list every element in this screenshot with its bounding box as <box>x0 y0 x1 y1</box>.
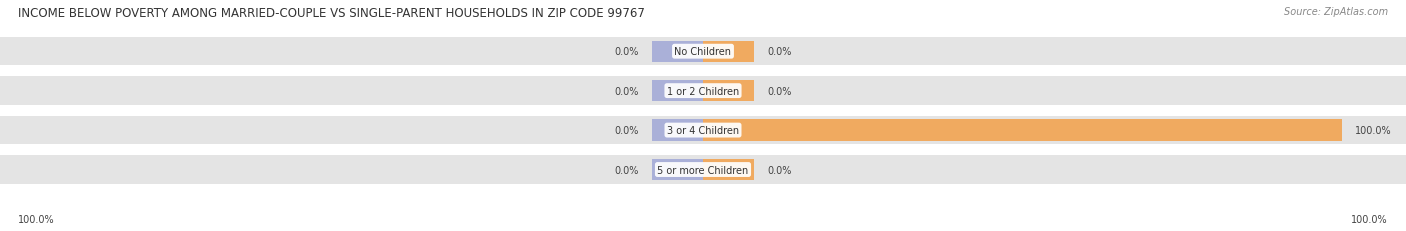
Text: 5 or more Children: 5 or more Children <box>658 165 748 175</box>
Text: 1 or 2 Children: 1 or 2 Children <box>666 86 740 96</box>
Bar <box>703 81 754 102</box>
Text: 0.0%: 0.0% <box>614 165 640 175</box>
Bar <box>652 120 703 141</box>
Text: Source: ZipAtlas.com: Source: ZipAtlas.com <box>1284 7 1388 17</box>
Bar <box>0 156 1406 184</box>
Text: 100.0%: 100.0% <box>18 214 55 225</box>
Text: 0.0%: 0.0% <box>614 47 640 57</box>
Bar <box>703 120 1343 141</box>
Text: No Children: No Children <box>675 47 731 57</box>
Text: 0.0%: 0.0% <box>766 165 792 175</box>
Text: 3 or 4 Children: 3 or 4 Children <box>666 125 740 136</box>
Text: INCOME BELOW POVERTY AMONG MARRIED-COUPLE VS SINGLE-PARENT HOUSEHOLDS IN ZIP COD: INCOME BELOW POVERTY AMONG MARRIED-COUPL… <box>18 7 645 20</box>
Text: 0.0%: 0.0% <box>614 125 640 136</box>
Text: 0.0%: 0.0% <box>766 86 792 96</box>
Bar <box>0 116 1406 145</box>
Text: 0.0%: 0.0% <box>614 86 640 96</box>
Bar <box>0 77 1406 105</box>
Bar <box>0 38 1406 66</box>
Bar <box>703 159 754 180</box>
Bar <box>652 81 703 102</box>
Bar <box>703 41 754 63</box>
Text: 100.0%: 100.0% <box>1355 125 1392 136</box>
Text: 100.0%: 100.0% <box>1351 214 1388 225</box>
Bar <box>652 41 703 63</box>
Bar <box>652 159 703 180</box>
Text: 0.0%: 0.0% <box>766 47 792 57</box>
